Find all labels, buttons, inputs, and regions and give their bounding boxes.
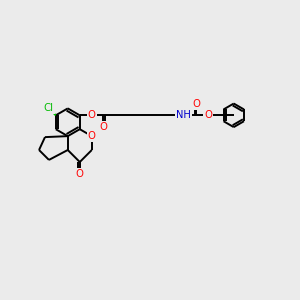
- Text: Cl: Cl: [44, 103, 54, 113]
- Text: O: O: [76, 169, 84, 179]
- Text: O: O: [88, 131, 96, 141]
- Text: O: O: [204, 110, 212, 120]
- Text: O: O: [88, 110, 96, 120]
- Text: O: O: [99, 122, 107, 132]
- Text: NH: NH: [176, 110, 191, 120]
- Text: O: O: [192, 98, 200, 109]
